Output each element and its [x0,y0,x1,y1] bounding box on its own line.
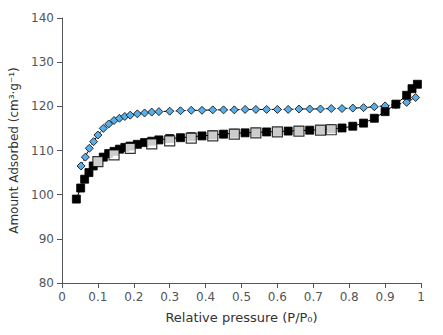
svg-text:1: 1 [417,290,425,304]
svg-text:0.2: 0.2 [124,290,143,304]
svg-text:80: 80 [39,276,54,290]
svg-text:Amount Adsorbed (cm³·g⁻¹): Amount Adsorbed (cm³·g⁻¹) [7,67,21,234]
svg-text:0.5: 0.5 [232,290,251,304]
svg-text:0: 0 [58,290,66,304]
svg-text:0.4: 0.4 [196,290,215,304]
svg-text:120: 120 [31,99,54,113]
svg-text:Relative pressure (P/P₀): Relative pressure (P/P₀) [165,310,317,325]
svg-text:0.3: 0.3 [160,290,179,304]
svg-text:0.1: 0.1 [88,290,107,304]
svg-text:110: 110 [31,144,54,158]
svg-text:0.6: 0.6 [268,290,287,304]
svg-text:130: 130 [31,55,54,69]
svg-text:0.9: 0.9 [376,290,395,304]
svg-text:0.7: 0.7 [304,290,323,304]
svg-text:100: 100 [31,188,54,202]
svg-text:140: 140 [31,11,54,25]
svg-text:0.8: 0.8 [340,290,359,304]
svg-text:90: 90 [39,232,54,246]
